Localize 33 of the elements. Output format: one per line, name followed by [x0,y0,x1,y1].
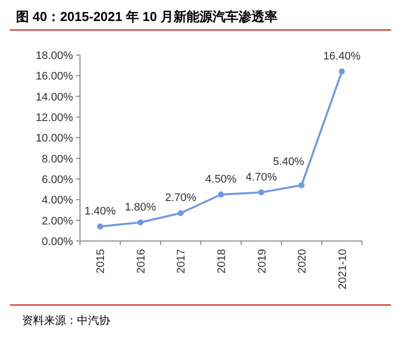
y-tick-label: 12.00% [36,112,74,124]
data-label: 5.40% [272,156,304,168]
x-tick-label: 2019 [256,249,268,274]
point [218,192,224,198]
chart-title: 图 40：2015-2021 年 10 月新能源汽车渗透率 [16,9,278,24]
x-tick-label: 2015 [95,249,108,274]
y-tick-label: 18.00% [36,50,74,62]
x-tick-label: 2021-10 [336,249,349,290]
data-label: 1.40% [84,206,116,218]
y-tick-label: 8.00% [42,153,74,166]
y-tick-label: 4.00% [42,194,74,207]
point [97,224,104,230]
data-label: 2.70% [165,192,197,204]
x-tick-label: 2018 [216,249,228,274]
y-tick-label: 16.00% [36,70,74,83]
point [258,189,264,196]
data-label: 16.40% [323,50,361,63]
x-tick-label: 2016 [135,249,148,274]
data-label: 4.70% [246,171,278,184]
text: 资料来源：中汽协 [22,314,110,327]
x-tick-label: 2020 [296,249,309,274]
point [298,182,305,188]
x-tick-label: 2017 [176,249,188,274]
data-label: 4.50% [205,174,237,186]
y-tick-label: 2.00% [42,215,74,228]
data-label: 1.80% [124,201,156,214]
point [137,219,144,226]
y-tick-label: 6.00% [42,174,74,186]
y-tick-label: 0.00% [42,236,74,248]
point [178,210,184,216]
y-tick-label: 10.00% [36,132,74,145]
y-tick-label: 14.00% [36,91,74,104]
point [338,68,345,75]
